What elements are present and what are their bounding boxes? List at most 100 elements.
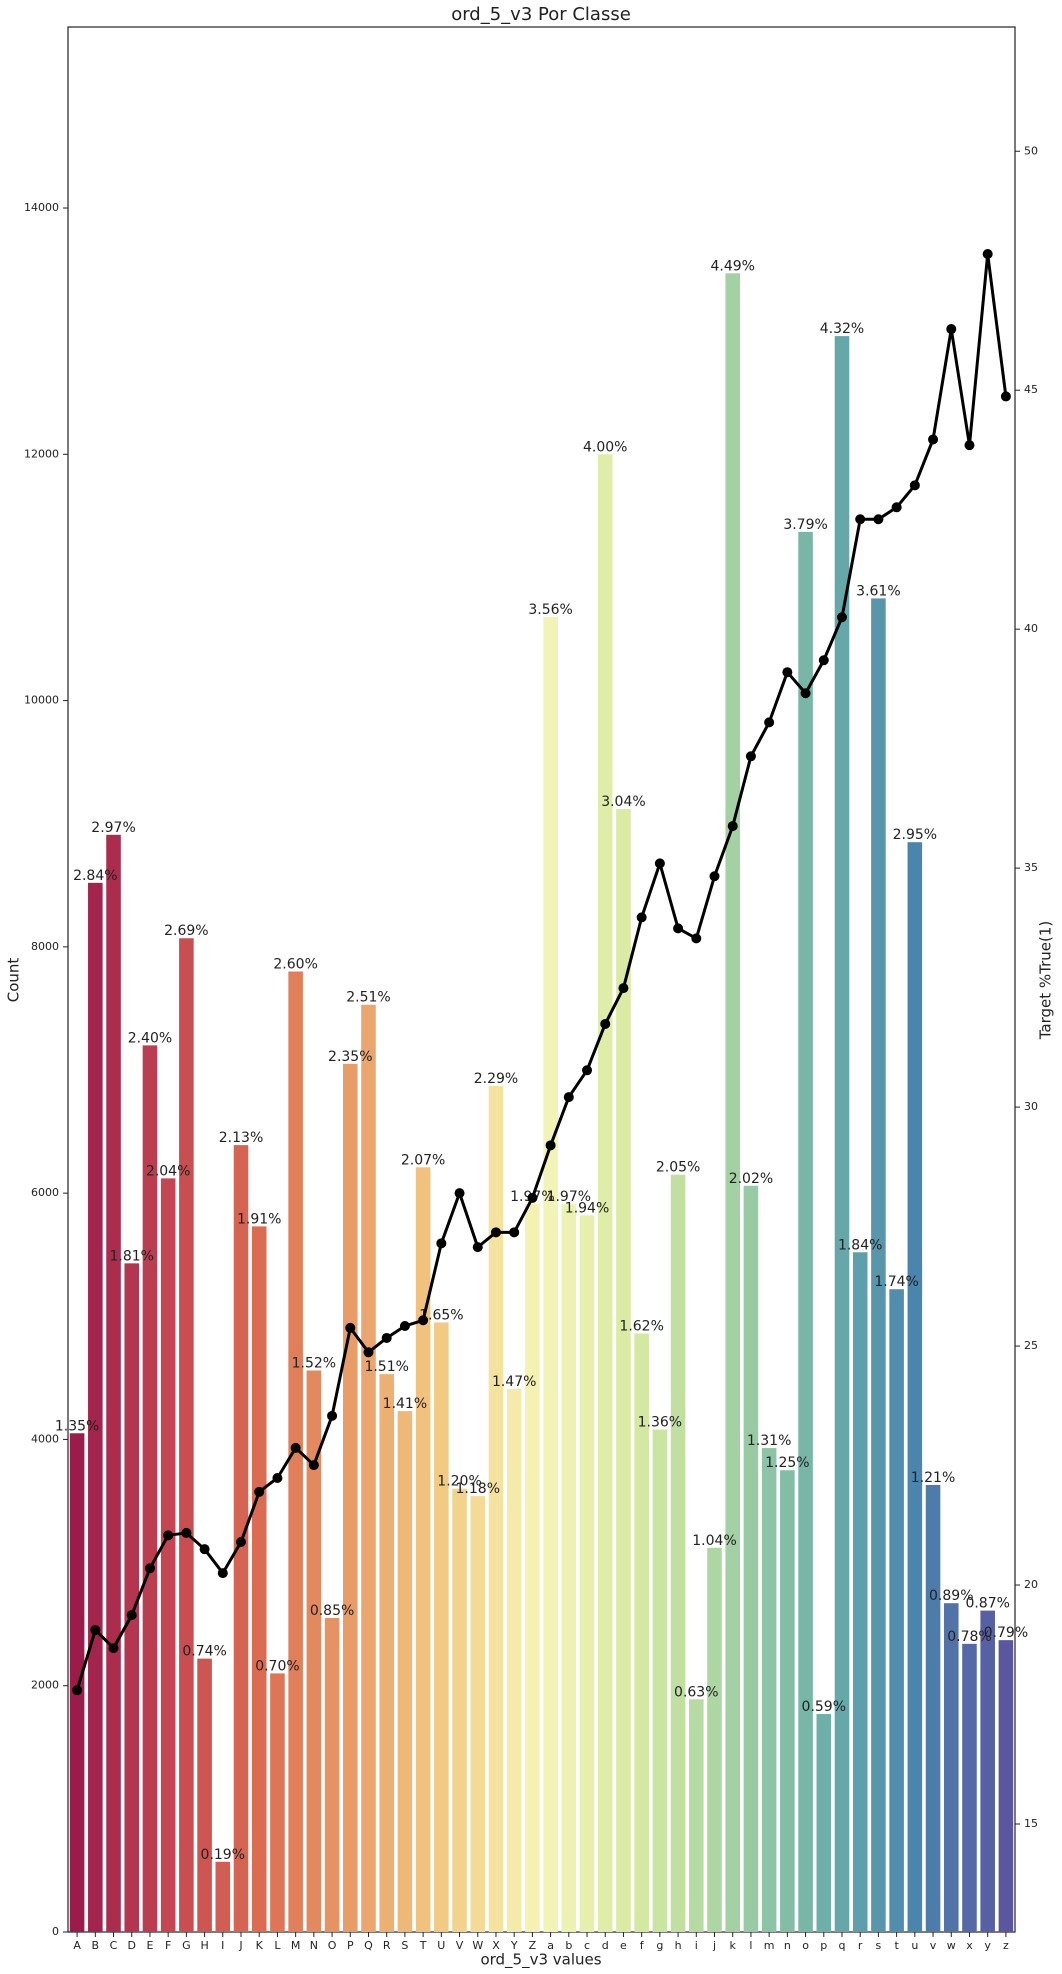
- bar: [543, 616, 558, 1932]
- target-point: [946, 324, 957, 335]
- bar-label: 4.00%: [583, 439, 627, 455]
- bar-label: 2.84%: [73, 868, 117, 884]
- target-point: [673, 923, 684, 934]
- x-tick-label: w: [947, 1939, 956, 1952]
- bar-label: 2.51%: [346, 990, 390, 1006]
- bar-label: 3.61%: [856, 583, 900, 599]
- target-point: [764, 717, 775, 728]
- bar: [488, 1086, 504, 1932]
- target-point: [745, 751, 756, 762]
- bar-label: 4.32%: [820, 321, 864, 337]
- bar: [361, 1004, 376, 1932]
- x-tick-label: W: [472, 1939, 483, 1952]
- bar: [397, 1411, 413, 1932]
- x-tick-label: T: [419, 1939, 427, 1952]
- target-point: [928, 434, 939, 445]
- x-tick-label: q: [838, 1939, 845, 1952]
- bar-label: 3.04%: [601, 794, 645, 810]
- target-point: [818, 655, 829, 666]
- x-tick-label: J: [238, 1939, 242, 1952]
- target-point: [308, 1460, 319, 1471]
- target-point: [254, 1486, 265, 1497]
- target-point: [181, 1527, 192, 1538]
- x-tick-label: C: [110, 1939, 118, 1952]
- y2-tick-label: 20: [1024, 1578, 1038, 1591]
- bar: [215, 1861, 231, 1932]
- y-tick-label: 8000: [31, 940, 59, 953]
- bar: [69, 1433, 85, 1932]
- bar: [816, 1714, 832, 1932]
- bar-label: 2.13%: [219, 1130, 263, 1146]
- bar: [725, 273, 741, 1932]
- bar-label: 2.05%: [656, 1160, 700, 1176]
- x-tick-label: O: [328, 1939, 337, 1952]
- bar: [142, 1045, 158, 1932]
- target-point: [709, 871, 720, 882]
- target-point: [72, 1685, 83, 1696]
- y-tick-label: 14000: [24, 201, 59, 214]
- bar-label: 1.74%: [874, 1274, 918, 1290]
- bar: [306, 1370, 322, 1932]
- target-point: [855, 514, 866, 525]
- x-tick-label: S: [401, 1939, 408, 1952]
- bar: [871, 598, 886, 1932]
- target-point: [982, 249, 993, 260]
- x-tick-label: R: [383, 1939, 391, 1952]
- bar-label: 0.79%: [984, 1625, 1028, 1641]
- target-point: [618, 983, 629, 994]
- y2-tick-label: 15: [1024, 1817, 1038, 1830]
- bar-label: 1.25%: [765, 1455, 809, 1471]
- x-tick-label: p: [820, 1939, 827, 1952]
- bar-label: 2.29%: [474, 1071, 518, 1087]
- x-tick-label: o: [802, 1939, 809, 1952]
- target-point: [527, 1192, 538, 1203]
- bar: [889, 1289, 904, 1932]
- x-tick-label: F: [165, 1939, 171, 1952]
- target-point: [563, 1092, 574, 1103]
- x-tick-label: m: [764, 1939, 775, 1952]
- x-tick-label: r: [858, 1939, 863, 1952]
- x-tick-label: t: [894, 1939, 899, 1952]
- bar-label: 0.63%: [674, 1684, 718, 1700]
- bar: [689, 1699, 704, 1932]
- target-point: [144, 1563, 155, 1574]
- bar-label: 2.40%: [128, 1030, 172, 1046]
- target-point: [327, 1410, 338, 1421]
- target-point: [909, 480, 920, 491]
- bar: [852, 1252, 868, 1932]
- bar-label: 2.07%: [401, 1152, 445, 1168]
- bar-label: 0.19%: [201, 1847, 245, 1863]
- bar: [324, 1617, 340, 1932]
- target-point: [600, 1018, 611, 1029]
- target-point: [472, 1242, 483, 1253]
- bar-label: 0.87%: [965, 1596, 1009, 1612]
- bar: [943, 1603, 959, 1932]
- bar: [980, 1610, 995, 1932]
- y2-axis-label: Target %True(1): [1037, 921, 1055, 1041]
- y-tick-label: 10000: [24, 694, 59, 707]
- bar-label: 2.69%: [164, 923, 208, 939]
- target-point: [727, 821, 738, 832]
- x-tick-label: j: [712, 1939, 716, 1952]
- bar: [761, 1448, 777, 1932]
- target-point: [582, 1065, 593, 1076]
- target-point: [163, 1530, 174, 1541]
- y2-tick-label: 30: [1024, 1100, 1038, 1113]
- x-tick-label: i: [695, 1939, 698, 1952]
- bar: [798, 531, 813, 1933]
- x-tick-label: K: [256, 1939, 264, 1952]
- x-tick-label: e: [620, 1939, 627, 1952]
- bar-label: 2.60%: [273, 956, 317, 972]
- bar-label: 3.79%: [783, 517, 827, 533]
- bar: [379, 1374, 394, 1932]
- x-tick-label: k: [730, 1939, 737, 1952]
- target-point: [399, 1320, 410, 1331]
- x-tick-label: b: [565, 1939, 572, 1952]
- bar-label: 1.47%: [492, 1374, 536, 1390]
- bar: [470, 1496, 486, 1932]
- chart-title: ord_5_v3 Por Classe: [451, 4, 631, 25]
- target-point: [381, 1332, 392, 1343]
- y-tick-label: 12000: [24, 447, 59, 460]
- bar-label: 0.74%: [182, 1644, 226, 1660]
- target-point: [800, 688, 811, 699]
